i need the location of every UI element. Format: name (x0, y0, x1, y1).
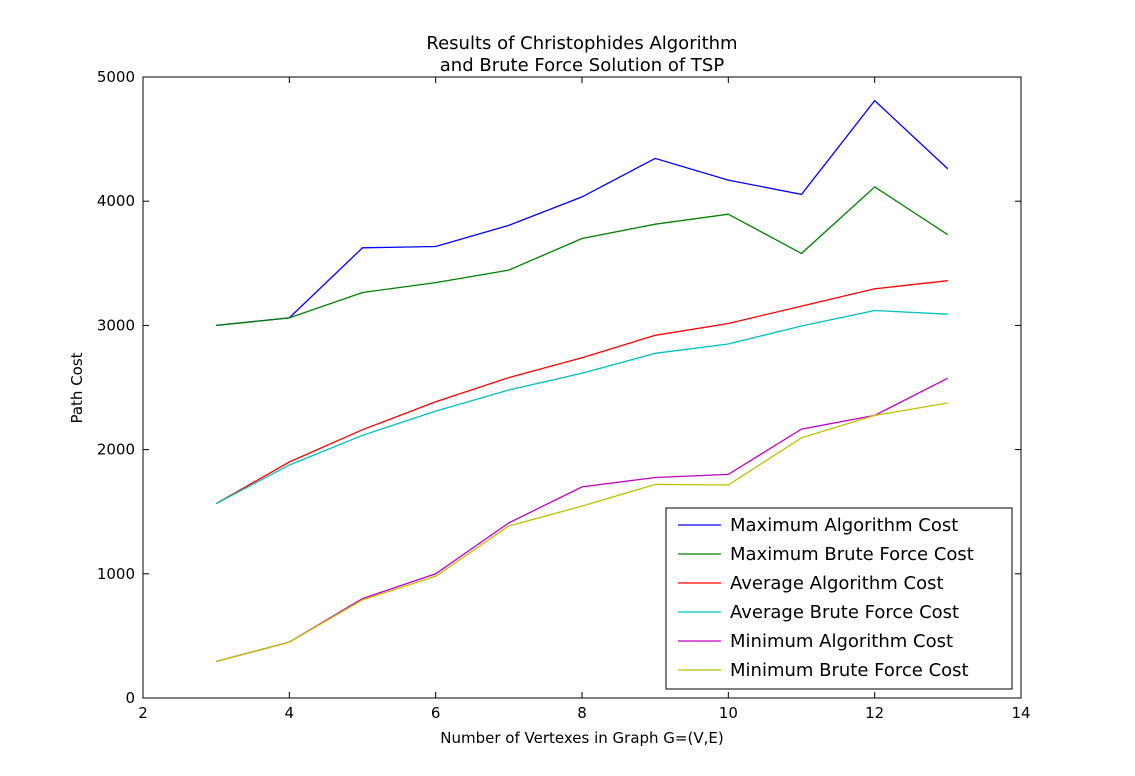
y-tick-label-3: 3000 (97, 316, 135, 334)
series-line-0 (216, 99, 949, 327)
x-tick-label-3: 8 (577, 704, 587, 722)
y-tick-label-5: 5000 (97, 68, 135, 86)
chart-title-line-2: and Brute Force Solution of TSP (440, 55, 725, 76)
legend: Maximum Algorithm Cost Maximum Brute Forc… (665, 507, 1013, 690)
series-line-3 (215, 309, 948, 505)
legend-label-0: Maximum Algorithm Cost (730, 515, 958, 536)
y-tick-label-4: 4000 (97, 192, 135, 210)
x-axis-label: Number of Vertexes in Graph G=(V,E) (440, 729, 723, 747)
y-tick-label-2: 2000 (97, 441, 135, 459)
chart-title-line-1: Results of Christophides Algorithm (426, 33, 737, 54)
series-line-1 (216, 186, 949, 327)
legend-label-3: Average Brute Force Cost (730, 602, 959, 623)
legend-label-4: Minimum Algorithm Cost (730, 631, 953, 652)
y-tick-label-1: 1000 (97, 565, 135, 583)
legend-label-5: Minimum Brute Force Cost (730, 660, 969, 681)
x-tick-label-4: 10 (719, 704, 738, 722)
y-axis-label: Path Cost (68, 352, 86, 423)
series-layer (215, 99, 949, 663)
plot-frame (142, 76, 1022, 699)
x-tick-label-6: 14 (1011, 704, 1030, 722)
x-tick-label-2: 6 (431, 704, 441, 722)
ticks-layer: 2 4 6 8 10 12 14 0 1000 2000 3000 4000 5000 (97, 68, 1031, 722)
legend-box (665, 507, 1013, 690)
series-line-5 (216, 402, 948, 663)
series-line-4 (216, 377, 949, 663)
legend-label-1: Maximum Brute Force Cost (730, 544, 974, 565)
y-tick-label-0: 0 (125, 689, 135, 707)
x-tick-label-0: 2 (138, 704, 148, 722)
x-tick-label-1: 4 (285, 704, 295, 722)
legend-label-2: Average Algorithm Cost (730, 573, 944, 594)
series-line-2 (215, 280, 948, 505)
x-tick-label-5: 12 (865, 704, 884, 722)
